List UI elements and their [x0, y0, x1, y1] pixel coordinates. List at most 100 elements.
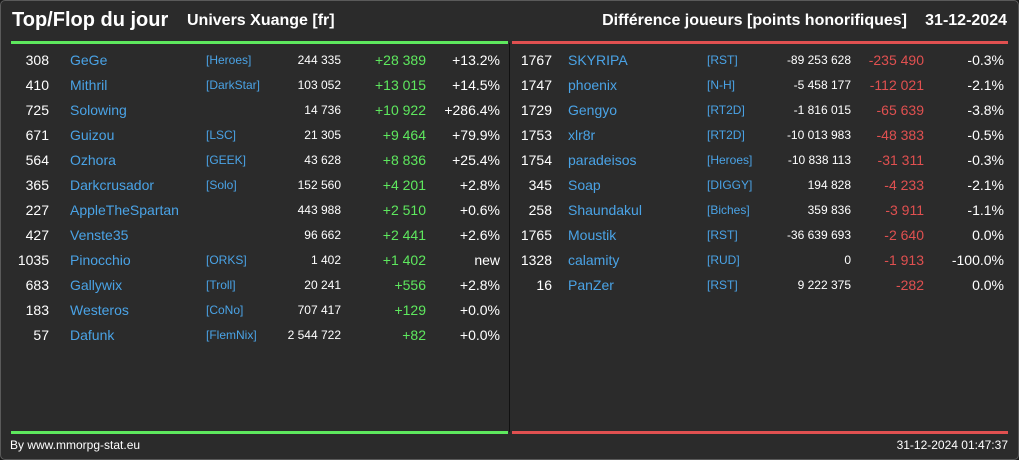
alliance-tag-link[interactable]: [RST]	[707, 228, 738, 242]
points-difference: -235 490	[868, 52, 924, 68]
player-name-link[interactable]: Ozhora	[70, 152, 116, 168]
percent-change: +286.4%	[444, 102, 500, 118]
alliance-tag-link[interactable]: [LSC]	[206, 128, 237, 142]
player-name-link[interactable]: SKYRIPA	[568, 52, 628, 68]
player-name-link[interactable]: Solowing	[70, 102, 127, 118]
player-name-link[interactable]: xlr8r	[568, 127, 596, 143]
player-points: -1 816 015	[793, 103, 851, 117]
player-name-link[interactable]: Venste35	[70, 227, 129, 243]
points-difference: +10 922	[375, 102, 426, 118]
alliance-tag-link[interactable]: [RUD]	[707, 253, 740, 267]
player-rank: 671	[25, 127, 49, 143]
top-row: 227 AppleTheSpartan 443 988 +2 510 +0.6%	[1, 198, 509, 223]
flop-row: 16 PanZer [RST] 9 222 375 -282 0.0%	[1, 273, 1018, 298]
player-rank: 57	[33, 327, 49, 343]
player-name-link[interactable]: Westeros	[70, 302, 129, 318]
alliance-tag-link[interactable]: [RST]	[707, 278, 738, 292]
player-name-link[interactable]: PanZer	[568, 277, 614, 293]
top-row: 365 Darkcrusador [Solo] 152 560 +4 201 +2.8%	[1, 173, 509, 198]
top-row: 725 Solowing 14 736 +10 922 +286.4%	[1, 98, 509, 123]
percent-change: +13.2%	[452, 52, 500, 68]
player-name-link[interactable]: Soap	[568, 177, 601, 193]
points-difference: +8 836	[382, 152, 426, 168]
player-name-link[interactable]: GeGe	[70, 52, 108, 68]
player-rank: 410	[25, 77, 49, 93]
player-rank: 345	[528, 177, 552, 193]
alliance-tag-link[interactable]: [Troll]	[206, 278, 236, 292]
player-rank: 227	[25, 202, 49, 218]
player-points: 443 988	[297, 203, 341, 217]
player-rank: 427	[25, 227, 49, 243]
percent-change: -100.0%	[951, 252, 1004, 268]
points-difference: +9 464	[382, 127, 426, 143]
points-difference: -48 383	[876, 127, 924, 143]
player-points: 0	[844, 253, 851, 267]
player-name-link[interactable]: Moustik	[568, 227, 617, 243]
player-name-link[interactable]: calamity	[568, 252, 620, 268]
alliance-tag-link[interactable]: [RT2D]	[707, 128, 745, 142]
alliance-tag-link[interactable]: [Heroes]	[206, 53, 252, 67]
alliance-tag-link[interactable]: [Heroes]	[707, 153, 753, 167]
player-rank: 16	[536, 277, 552, 293]
player-points: 21 305	[304, 128, 341, 142]
player-points: 707 417	[297, 303, 341, 317]
player-points: 359 836	[807, 203, 851, 217]
footer-timestamp: 31-12-2024 01:47:37	[896, 438, 1008, 452]
alliance-tag-link[interactable]: [FlemNix]	[206, 328, 257, 342]
player-name-link[interactable]: Shaundakul	[568, 202, 642, 218]
player-name-link[interactable]: Pinocchio	[70, 252, 131, 268]
top-row: 57 Dafunk [FlemNix] 2 544 722 +82 +0.0%	[1, 323, 509, 348]
player-name-link[interactable]: Mithril	[70, 77, 108, 93]
percent-change: +0.6%	[459, 202, 500, 218]
player-name-link[interactable]: Gengyo	[568, 102, 618, 118]
player-name-link[interactable]: Darkcrusador	[70, 177, 155, 193]
alliance-tag-link[interactable]: [DarkStar]	[206, 78, 261, 92]
player-points: 9 222 375	[797, 278, 851, 292]
alliance-tag-link[interactable]: [CoNo]	[206, 303, 244, 317]
player-points: 43 628	[304, 153, 341, 167]
player-name-link[interactable]: paradeisos	[568, 152, 637, 168]
alliance-tag-link[interactable]: [N-H]	[707, 78, 735, 92]
points-difference: +13 015	[375, 77, 426, 93]
alliance-tag-link[interactable]: [GEEK]	[206, 153, 247, 167]
points-difference: -31 311	[877, 152, 924, 168]
alliance-tag-link[interactable]: [ORKS]	[206, 253, 247, 267]
alliance-tag-link[interactable]: [Biches]	[707, 203, 750, 217]
player-rank: 308	[25, 52, 49, 68]
alliance-tag-link[interactable]: [DIGGY]	[707, 178, 753, 192]
points-difference: +4 201	[382, 177, 426, 193]
player-rank: 1729	[520, 102, 552, 118]
player-name-link[interactable]: Dafunk	[70, 327, 115, 343]
player-name-link[interactable]: Gallywix	[70, 277, 123, 293]
page-title: Top/Flop du jour	[12, 9, 169, 31]
player-rank: 1035	[17, 252, 49, 268]
points-difference: +129	[394, 302, 426, 318]
points-difference: -1 913	[884, 252, 924, 268]
percent-change: 0.0%	[972, 227, 1004, 243]
percent-change: +14.5%	[452, 77, 500, 93]
points-difference: -282	[895, 277, 924, 293]
alliance-tag-link[interactable]: [RT2D]	[707, 103, 745, 117]
percent-change: -0.3%	[967, 152, 1004, 168]
percent-change: +0.0%	[459, 327, 500, 343]
flop-accent-bar-upper	[512, 41, 1008, 44]
player-points: 1 402	[310, 253, 341, 267]
top-row: 308 GeGe [Heroes] 244 335 +28 389 +13.2%	[1, 48, 509, 73]
player-name-link[interactable]: Guizou	[70, 127, 115, 143]
top-row: 410 Mithril [DarkStar] 103 052 +13 015 +14.5%	[1, 73, 509, 98]
alliance-tag-link[interactable]: [RST]	[707, 53, 738, 67]
points-difference: +28 389	[375, 52, 426, 68]
top-row: 671 Guizou [LSC] 21 305 +9 464 +79.9%	[1, 123, 509, 148]
panel-divider	[509, 43, 510, 432]
percent-change: +25.4%	[452, 152, 500, 168]
points-difference: +556	[394, 277, 426, 293]
percent-change: +79.9%	[452, 127, 500, 143]
points-difference: +82	[402, 327, 426, 343]
points-difference: +1 402	[382, 252, 426, 268]
player-name-link[interactable]: AppleTheSpartan	[70, 202, 179, 218]
alliance-tag-link[interactable]: [Solo]	[206, 178, 237, 192]
top-row: 1035 Pinocchio [ORKS] 1 402 +1 402 new	[1, 248, 509, 273]
flop-row: 1765 Moustik [RST] -36 639 693 -2 640 0.0%	[1, 223, 1018, 248]
player-name-link[interactable]: phoenix	[568, 77, 618, 93]
